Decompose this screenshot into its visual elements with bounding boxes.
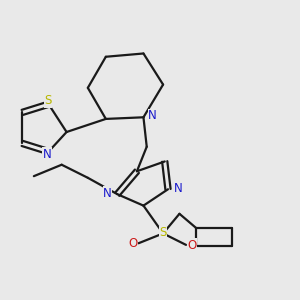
Text: O: O: [187, 239, 196, 252]
Text: N: N: [148, 109, 157, 122]
Text: O: O: [128, 237, 137, 250]
Text: N: N: [43, 148, 51, 161]
Text: N: N: [173, 182, 182, 195]
Text: N: N: [103, 187, 112, 200]
Text: S: S: [44, 94, 52, 107]
Text: S: S: [159, 226, 167, 239]
